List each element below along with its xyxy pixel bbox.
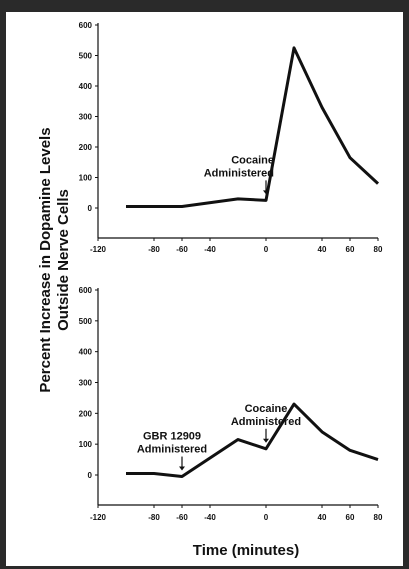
annotation-label: Cocaine — [231, 154, 274, 166]
x-tick-label: -120 — [90, 513, 107, 522]
y-tick-label: 300 — [79, 379, 93, 388]
annotation-label: Cocaine — [245, 403, 288, 415]
y-axis-label-line2: Outside Nerve Cells — [55, 189, 72, 331]
y-tick-label: 600 — [79, 286, 93, 295]
x-axis-label: Time (minutes) — [193, 542, 299, 559]
y-tick-label: 300 — [79, 113, 93, 122]
x-tick-label: -60 — [176, 513, 188, 522]
x-tick-label: 60 — [346, 513, 355, 522]
annotation-arrowhead — [263, 190, 269, 195]
y-tick-label: 200 — [79, 409, 93, 418]
x-tick-label: 40 — [318, 245, 327, 254]
x-tick-label: -80 — [148, 245, 160, 254]
y-tick-label: 500 — [79, 317, 93, 326]
annotation-arrowhead — [179, 466, 185, 471]
x-tick-label: 0 — [264, 245, 269, 254]
y-tick-label: 200 — [79, 143, 93, 152]
y-tick-label: 100 — [79, 174, 93, 183]
annotation-label: Administered — [137, 444, 207, 456]
x-tick-label: -40 — [204, 513, 216, 522]
x-tick-label: -40 — [204, 245, 216, 254]
x-tick-label: 80 — [374, 245, 383, 254]
x-tick-label: 80 — [374, 513, 383, 522]
y-tick-label: 400 — [79, 348, 93, 357]
annotation-label: GBR 12909 — [143, 431, 201, 443]
annotation-label: Administered — [204, 167, 274, 179]
y-tick-label: 100 — [79, 440, 93, 449]
x-tick-label: 0 — [264, 513, 269, 522]
x-tick-label: 40 — [318, 513, 327, 522]
y-tick-label: 400 — [79, 82, 93, 91]
series-line — [126, 46, 380, 208]
chart-svg: Percent Increase in Dopamine Levels Outs… — [37, 21, 383, 559]
chart-panel-2: 0 100 200 300 400 500 600 -120 -80 -60 -40 0 40 60 80 G… — [79, 286, 383, 522]
series-line — [126, 402, 379, 479]
x-tick-label: -80 — [148, 513, 160, 522]
y-tick-label: 500 — [79, 52, 93, 61]
annotation-arrowhead — [263, 438, 269, 443]
y-axis-label-line1: Percent Increase in Dopamine Levels — [37, 127, 54, 392]
y-tick-label: 0 — [88, 471, 93, 480]
top-bar — [6, 0, 409, 12]
annotation-label: Administered — [231, 416, 301, 428]
x-tick-label: -60 — [176, 245, 188, 254]
y-tick-label: 0 — [88, 204, 93, 213]
y-tick-label: 600 — [79, 21, 93, 30]
chart-panel-1: 0 100 200 300 400 500 600 -120 -80 -60 -40 0 40 60 80 C… — [79, 21, 383, 254]
x-tick-label: -120 — [90, 245, 107, 254]
x-tick-label: 60 — [346, 245, 355, 254]
